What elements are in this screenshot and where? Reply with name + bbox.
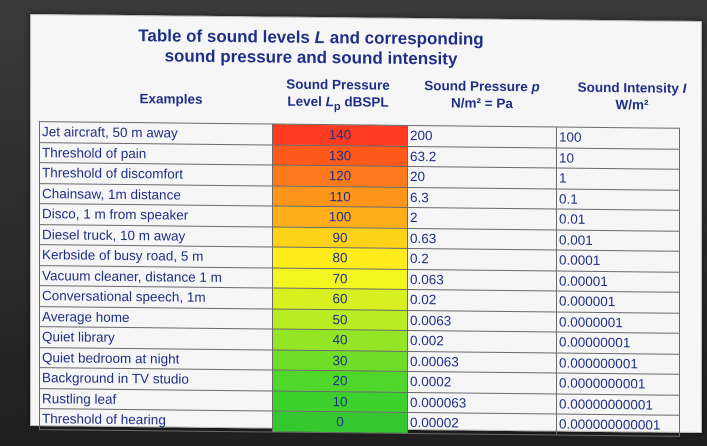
- pressure-cell: 0.00063: [407, 350, 557, 374]
- example-cell: Average home: [39, 306, 273, 330]
- header-intensity-var: I: [682, 80, 687, 96]
- intensity-cell: 0.000000000001: [556, 414, 680, 436]
- intensity-cell: 0.1: [556, 188, 680, 211]
- header-level-line1: Sound Pressure: [286, 76, 390, 93]
- example-cell: Threshold of pain: [39, 142, 273, 166]
- title-text: and corresponding: [325, 28, 484, 49]
- pressure-cell: 0.0002: [407, 371, 557, 394]
- header-pressure-unit: N/m² = Pa: [451, 95, 513, 112]
- pressure-cell: 6.3: [407, 186, 557, 210]
- example-cell: Disco, 1 m from speaker: [39, 203, 273, 227]
- level-cell: 10: [272, 390, 408, 413]
- example-cell: Chainsaw, 1m distance: [39, 183, 273, 207]
- level-cell: 90: [272, 226, 408, 249]
- pressure-cell: 0.63: [407, 227, 557, 251]
- intensity-cell: 100: [556, 127, 680, 149]
- intensity-cell: 0.000000001: [556, 352, 680, 375]
- example-cell: Quiet library: [39, 326, 273, 350]
- level-cell: 40: [272, 329, 408, 351]
- pressure-cell: 0.002: [407, 330, 557, 353]
- pressure-cell: 63.2: [407, 145, 557, 169]
- table-title: Table of sound levels L and correspondin…: [31, 25, 591, 71]
- header-sound-intensity: Sound Intensity I W/m²: [557, 79, 707, 115]
- intensity-cell: 0.00000000001: [556, 393, 680, 416]
- intensity-cell: 0.0000001: [556, 311, 680, 334]
- header-examples: Examples: [139, 91, 203, 107]
- intensity-cell: 0.0000000001: [556, 373, 680, 395]
- header-level-text: Level: [287, 93, 326, 110]
- example-cell: Threshold of hearing: [39, 408, 273, 432]
- level-cell: 20: [272, 370, 408, 392]
- pressure-cell: 2: [407, 207, 557, 230]
- header-level-sub: p: [333, 100, 341, 113]
- pressure-cell: 0.00002: [407, 412, 557, 435]
- intensity-cell: 0.01: [556, 209, 680, 231]
- intensity-cell: 0.0001: [556, 250, 680, 272]
- level-cell: 70: [272, 267, 408, 290]
- level-cell: 60: [272, 288, 408, 310]
- example-cell: Threshold of discomfort: [39, 162, 273, 186]
- level-cell: 80: [272, 247, 408, 269]
- title-variable-L: L: [314, 27, 326, 48]
- level-cell: 0: [272, 411, 408, 433]
- pressure-cell: 0.2: [407, 248, 557, 271]
- level-cell: 130: [272, 144, 408, 167]
- example-cell: Conversational speech, 1m: [39, 285, 273, 309]
- pressure-cell: 0.000063: [407, 391, 557, 415]
- header-pressure-text: Sound Pressure: [424, 78, 532, 95]
- sound-level-table-sheet: Table of sound levels L and correspondin…: [30, 14, 702, 436]
- example-cell: Quiet bedroom at night: [39, 347, 273, 371]
- level-cell: 100: [272, 206, 408, 228]
- header-intensity-text: Sound Intensity: [577, 79, 683, 96]
- example-cell: Rustling leaf: [39, 388, 273, 412]
- level-cell: 50: [272, 308, 408, 331]
- header-level-var: L: [325, 94, 334, 110]
- table-body: Jet aircraft, 50 m away 140 200 100 Threshol…: [39, 121, 680, 436]
- level-cell: 120: [272, 165, 408, 187]
- example-cell: Diesel truck, 10 m away: [39, 224, 273, 248]
- intensity-cell: 1: [556, 168, 680, 190]
- pressure-cell: 0.0063: [407, 309, 557, 333]
- header-pressure-line1: Sound Pressure p: [409, 77, 555, 96]
- example-cell: Kerbside of busy road, 5 m: [39, 244, 273, 268]
- intensity-cell: 0.000001: [556, 291, 680, 313]
- level-cell: 30: [272, 349, 408, 372]
- pressure-cell: 0.02: [407, 289, 557, 312]
- intensity-cell: 10: [556, 147, 680, 170]
- level-cell: 140: [272, 124, 408, 146]
- pressure-cell: 200: [407, 125, 557, 148]
- sound-levels-table: Jet aircraft, 50 m away 140 200 100 Threshol…: [39, 121, 680, 436]
- header-intensity-line1: Sound Intensity I: [557, 79, 707, 98]
- intensity-cell: 0.00001: [556, 270, 680, 293]
- pressure-cell: 0.063: [407, 268, 557, 292]
- level-cell: 110: [272, 185, 408, 208]
- intensity-cell: 0.001: [556, 229, 680, 252]
- header-level-unit: dBSPL: [340, 94, 389, 110]
- header-level-line2: Level Lp dBSPL: [269, 93, 407, 117]
- header-pressure-var: p: [531, 79, 540, 95]
- example-cell: Background in TV studio: [39, 367, 273, 391]
- intensity-cell: 0.00000001: [556, 332, 680, 354]
- example-cell: Jet aircraft, 50 m away: [39, 121, 273, 145]
- pressure-cell: 20: [407, 166, 557, 189]
- example-cell: Vacuum cleaner, distance 1 m: [39, 265, 273, 289]
- header-sound-pressure-level: Sound Pressure Level Lp dBSPL: [269, 76, 407, 117]
- title-text: Table of sound levels: [138, 26, 315, 47]
- header-sound-pressure: Sound Pressure p N/m² = Pa: [409, 77, 555, 113]
- header-intensity-unit: W/m²: [615, 97, 649, 113]
